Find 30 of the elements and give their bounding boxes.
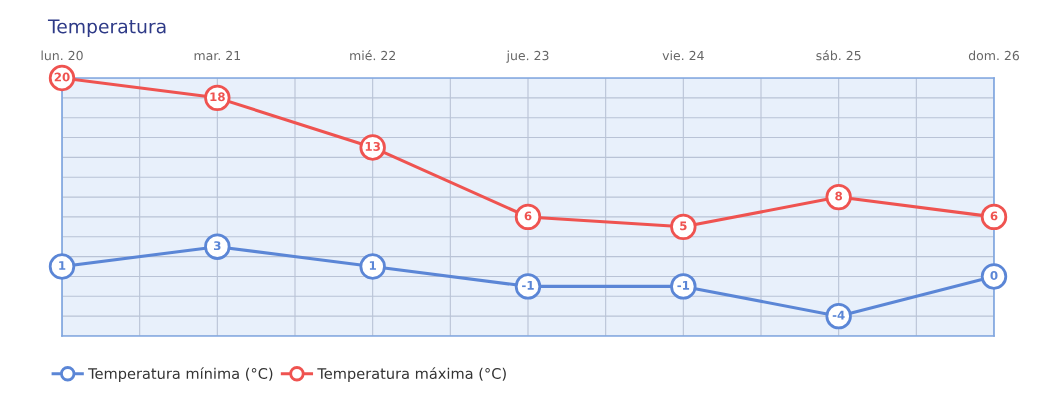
data-label: 6 xyxy=(990,211,998,221)
point xyxy=(670,213,697,241)
point xyxy=(204,233,231,260)
point xyxy=(825,183,852,211)
x-tick-label: sáb. 25 xyxy=(816,50,861,61)
x-tick-label: jue. 23 xyxy=(506,50,549,63)
data-label: 1 xyxy=(369,261,376,270)
chart-title: Temperatura xyxy=(47,19,166,38)
point xyxy=(359,253,386,280)
data-label: -1 xyxy=(522,281,534,290)
data-label: -4 xyxy=(832,310,845,320)
x-tick-label: mié. 22 xyxy=(350,50,396,61)
data-label: 0 xyxy=(990,270,998,280)
data-label: -1 xyxy=(677,281,690,290)
x-tick-label: dom. 26 xyxy=(968,50,1020,61)
data-label: 5 xyxy=(680,221,687,231)
data-label: 18 xyxy=(210,92,225,102)
legend-label: Temperatura mínima (°C) xyxy=(88,367,273,382)
data-label: 1 xyxy=(59,261,66,270)
data-label: 6 xyxy=(524,211,532,221)
data-label: 13 xyxy=(365,141,380,151)
legend-label: Temperatura máxima (°C) xyxy=(317,367,506,382)
data-label: 8 xyxy=(835,191,843,201)
x-tick-label: lun. 20 xyxy=(41,50,83,61)
x-tick-label: vie. 24 xyxy=(662,50,704,61)
data-label: 20 xyxy=(54,72,70,82)
data-label: 3 xyxy=(214,241,221,251)
point xyxy=(980,263,1008,290)
x-tick-label: mar. 21 xyxy=(194,50,241,61)
point xyxy=(48,253,76,280)
